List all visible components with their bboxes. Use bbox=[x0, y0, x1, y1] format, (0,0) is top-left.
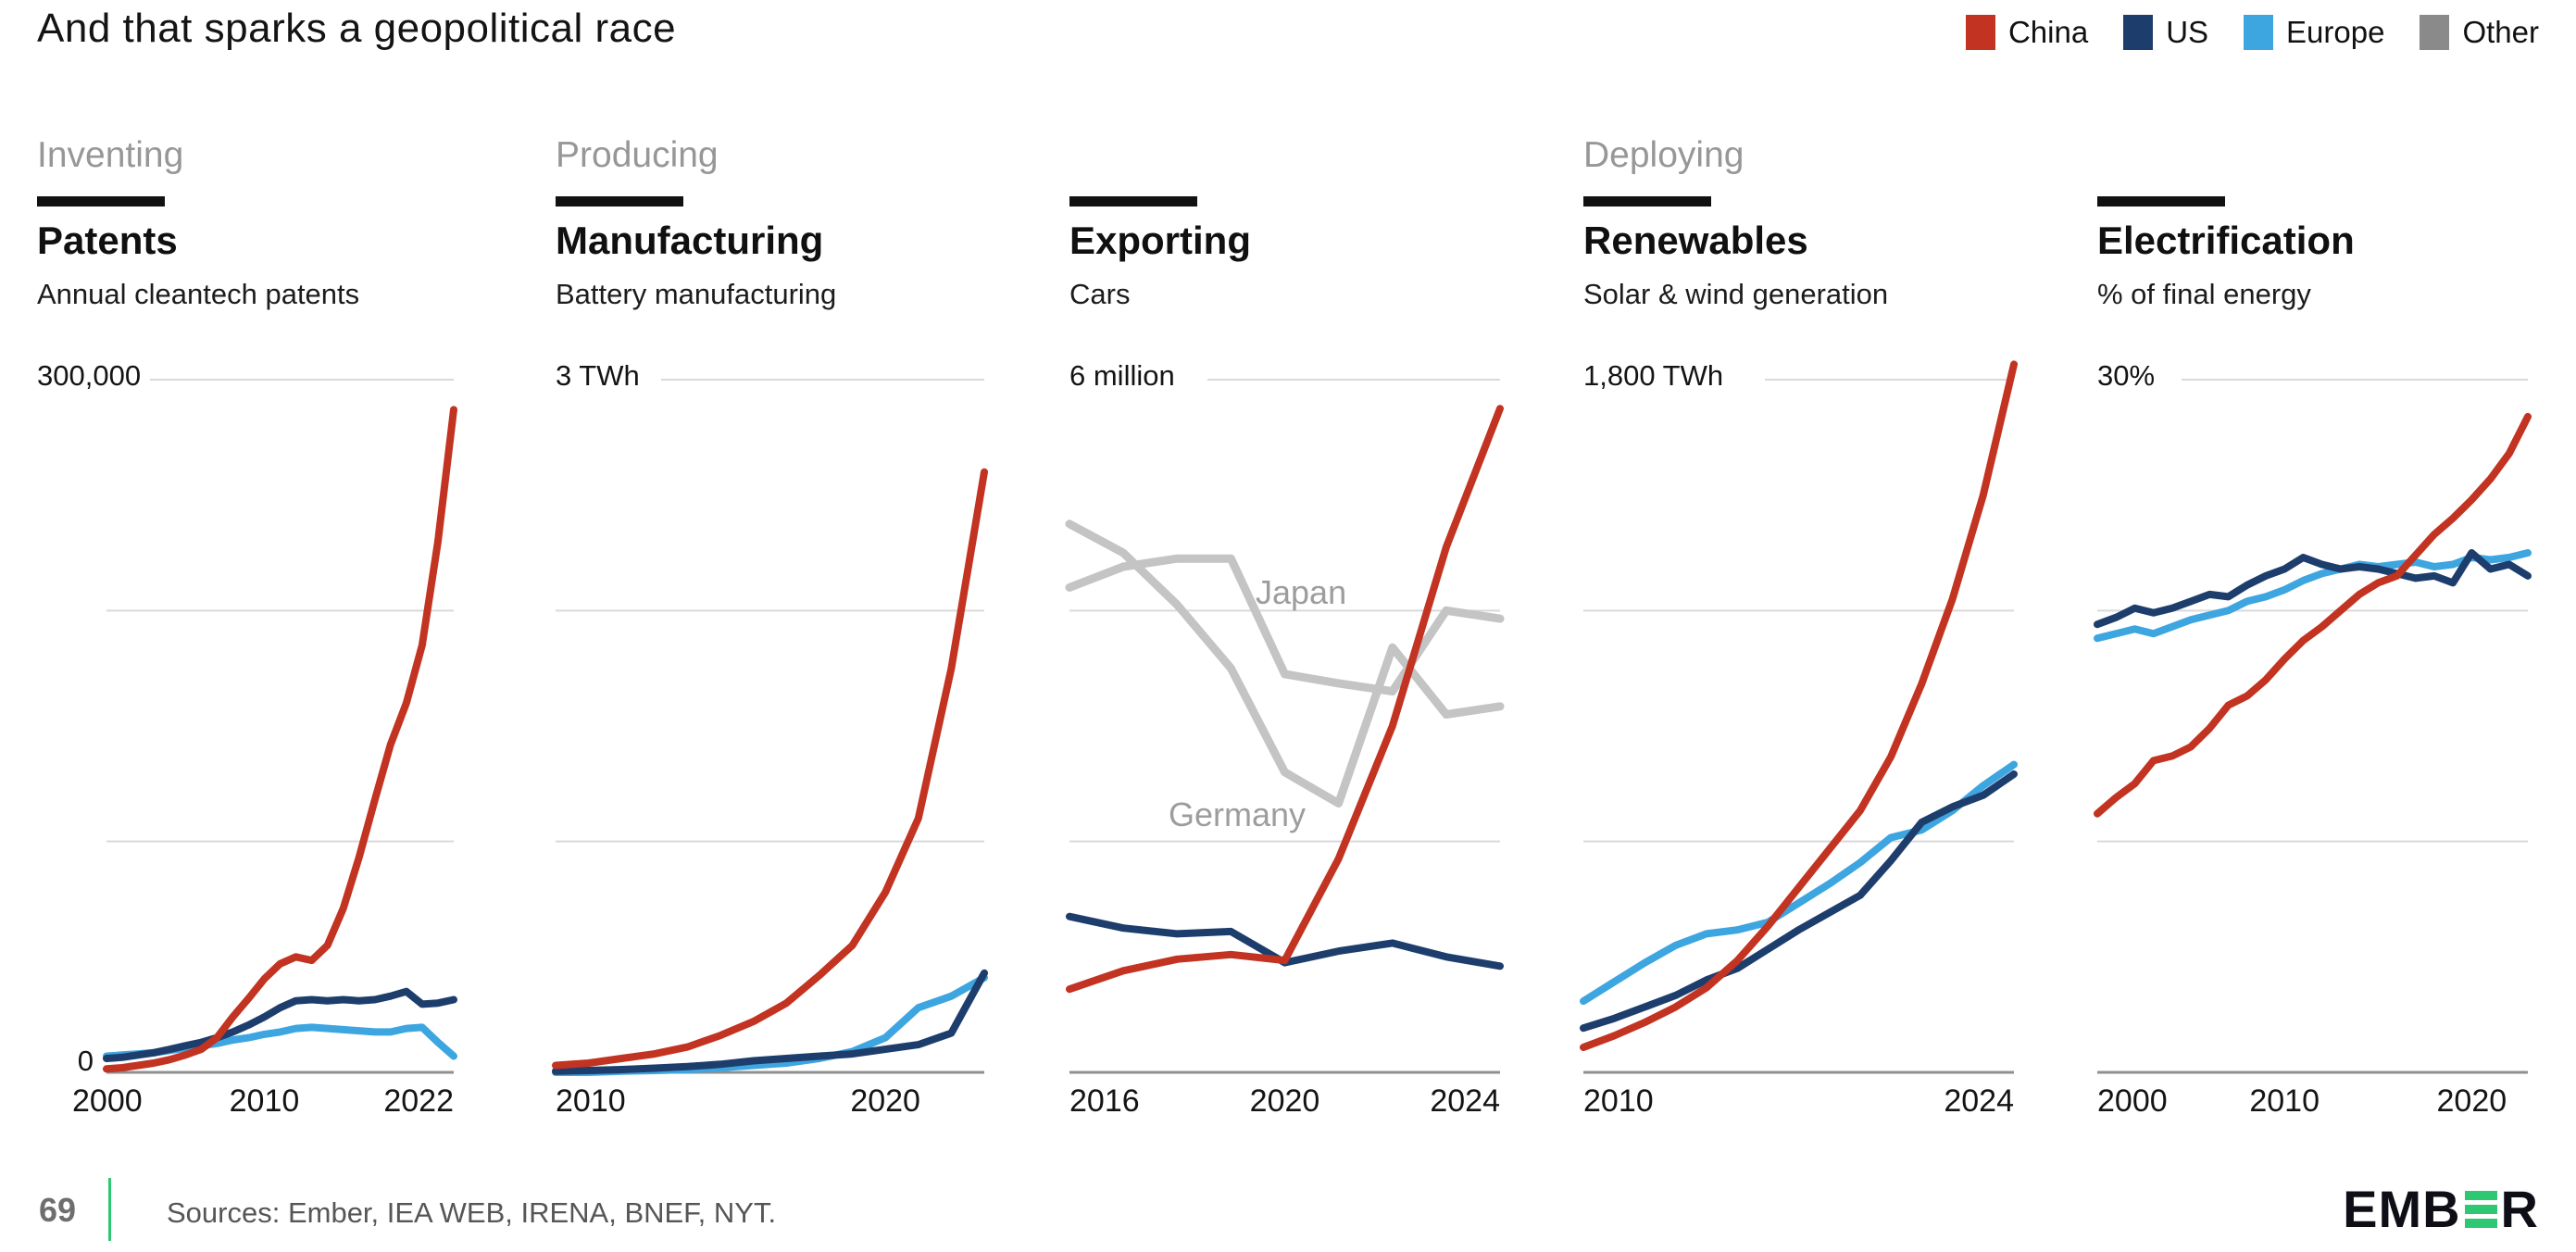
legend-label: Other bbox=[2462, 15, 2539, 49]
manufacturing-line-us bbox=[552, 969, 988, 1075]
page-number: 69 bbox=[39, 1191, 77, 1229]
x-tick-manufacturing-2010: 2010 bbox=[556, 1083, 626, 1119]
renewables-line-china bbox=[1580, 360, 2018, 1051]
legend: China US Europe Other bbox=[1965, 15, 2539, 50]
chart-subtitle-renewables: Solar & wind generation bbox=[1583, 278, 1889, 310]
sources-text: Sources: Ember, IEA WEB, IRENA, BNEF, NY… bbox=[167, 1196, 777, 1229]
section-label-manufacturing: Producing bbox=[556, 135, 719, 175]
x-tick-electrification-2010: 2010 bbox=[2249, 1083, 2320, 1119]
ember-logo-text-right: R bbox=[2500, 1180, 2539, 1238]
renewables-line-europe bbox=[1580, 760, 2018, 1006]
chart-title-renewables: Renewables bbox=[1583, 219, 1808, 262]
x-tick-renewables-2010: 2010 bbox=[1583, 1083, 1654, 1119]
exporting-line-germany bbox=[1065, 520, 1505, 808]
x-tick-exporting-2024: 2024 bbox=[1430, 1083, 1500, 1119]
renewables-line-us bbox=[1580, 770, 2018, 1033]
legend-item-us: US bbox=[2123, 15, 2208, 50]
manufacturing-line-china bbox=[552, 468, 988, 1070]
y-axis-max-label-patents: 300,000 bbox=[37, 359, 151, 393]
chart-title-electrification: Electrification bbox=[2097, 219, 2355, 262]
electrification-line-europe bbox=[2094, 549, 2532, 643]
x-tick-electrification-2000: 2000 bbox=[2097, 1083, 2168, 1119]
legend-swatch-china bbox=[1965, 15, 1995, 50]
chart-title-exporting: Exporting bbox=[1069, 219, 1251, 262]
chart-subtitle-electrification: % of final energy bbox=[2097, 278, 2311, 310]
legend-swatch-europe bbox=[2244, 15, 2274, 50]
x-tick-patents-2010: 2010 bbox=[229, 1083, 300, 1119]
electrification-line-us bbox=[2094, 549, 2532, 629]
chart-subtitle-manufacturing: Battery manufacturing bbox=[556, 278, 837, 310]
x-tick-electrification-2020: 2020 bbox=[2436, 1083, 2507, 1119]
annotation-germany: Germany bbox=[1169, 795, 1306, 833]
section-label-patents: Inventing bbox=[37, 135, 184, 175]
title-bar-electrification bbox=[2097, 196, 2225, 207]
ember-logo-green-e-icon bbox=[2464, 1191, 2497, 1228]
y-axis-max-label-electrification: 30% bbox=[2097, 359, 2165, 393]
x-tick-renewables-2024: 2024 bbox=[1944, 1083, 2014, 1119]
exporting-line-china bbox=[1066, 405, 1504, 994]
title-bar-renewables bbox=[1583, 196, 1711, 207]
chart-subtitle-patents: Annual cleantech patents bbox=[37, 278, 360, 310]
legend-item-china: China bbox=[1965, 15, 2089, 50]
x-tick-exporting-2020: 2020 bbox=[1249, 1083, 1320, 1119]
legend-label: China bbox=[2007, 15, 2089, 49]
legend-item-other: Other bbox=[2420, 15, 2539, 50]
y-axis-max-label-manufacturing: 3 TWh bbox=[556, 359, 649, 393]
chart-title-patents: Patents bbox=[37, 219, 178, 262]
legend-item-europe: Europe bbox=[2244, 15, 2384, 50]
x-tick-patents-2000: 2000 bbox=[72, 1083, 143, 1119]
x-tick-patents-2022: 2022 bbox=[383, 1083, 454, 1119]
legend-label: US bbox=[2166, 15, 2209, 49]
chart-subtitle-exporting: Cars bbox=[1069, 278, 1131, 310]
y-axis-zero-label-patents: 0 bbox=[77, 1045, 94, 1077]
title-bar-exporting bbox=[1069, 196, 1197, 207]
title-bar-manufacturing bbox=[556, 196, 683, 207]
chart-title-manufacturing: Manufacturing bbox=[556, 219, 824, 262]
legend-swatch-other bbox=[2420, 15, 2450, 50]
y-axis-max-label-renewables: 1,800 TWh bbox=[1583, 359, 1733, 393]
ember-logo: EMB R bbox=[2343, 1183, 2539, 1235]
patents-line-us bbox=[103, 987, 457, 1062]
page-title: And that sparks a geopolitical race bbox=[37, 6, 677, 51]
x-tick-manufacturing-2020: 2020 bbox=[850, 1083, 920, 1119]
patents-line-china bbox=[103, 406, 457, 1073]
y-axis-max-label-exporting: 6 million bbox=[1069, 359, 1184, 393]
footer-divider bbox=[108, 1178, 111, 1241]
ember-logo-text-left: EMB bbox=[2343, 1180, 2461, 1238]
x-tick-exporting-2016: 2016 bbox=[1069, 1083, 1140, 1119]
legend-swatch-us bbox=[2123, 15, 2154, 50]
electrification-line-china bbox=[2094, 412, 2532, 818]
exporting-line-japan bbox=[1065, 554, 1505, 696]
title-bar-patents bbox=[37, 196, 165, 207]
legend-label: Europe bbox=[2286, 15, 2385, 49]
annotation-japan: Japan bbox=[1256, 573, 1346, 611]
section-label-renewables: Deploying bbox=[1583, 135, 1744, 175]
